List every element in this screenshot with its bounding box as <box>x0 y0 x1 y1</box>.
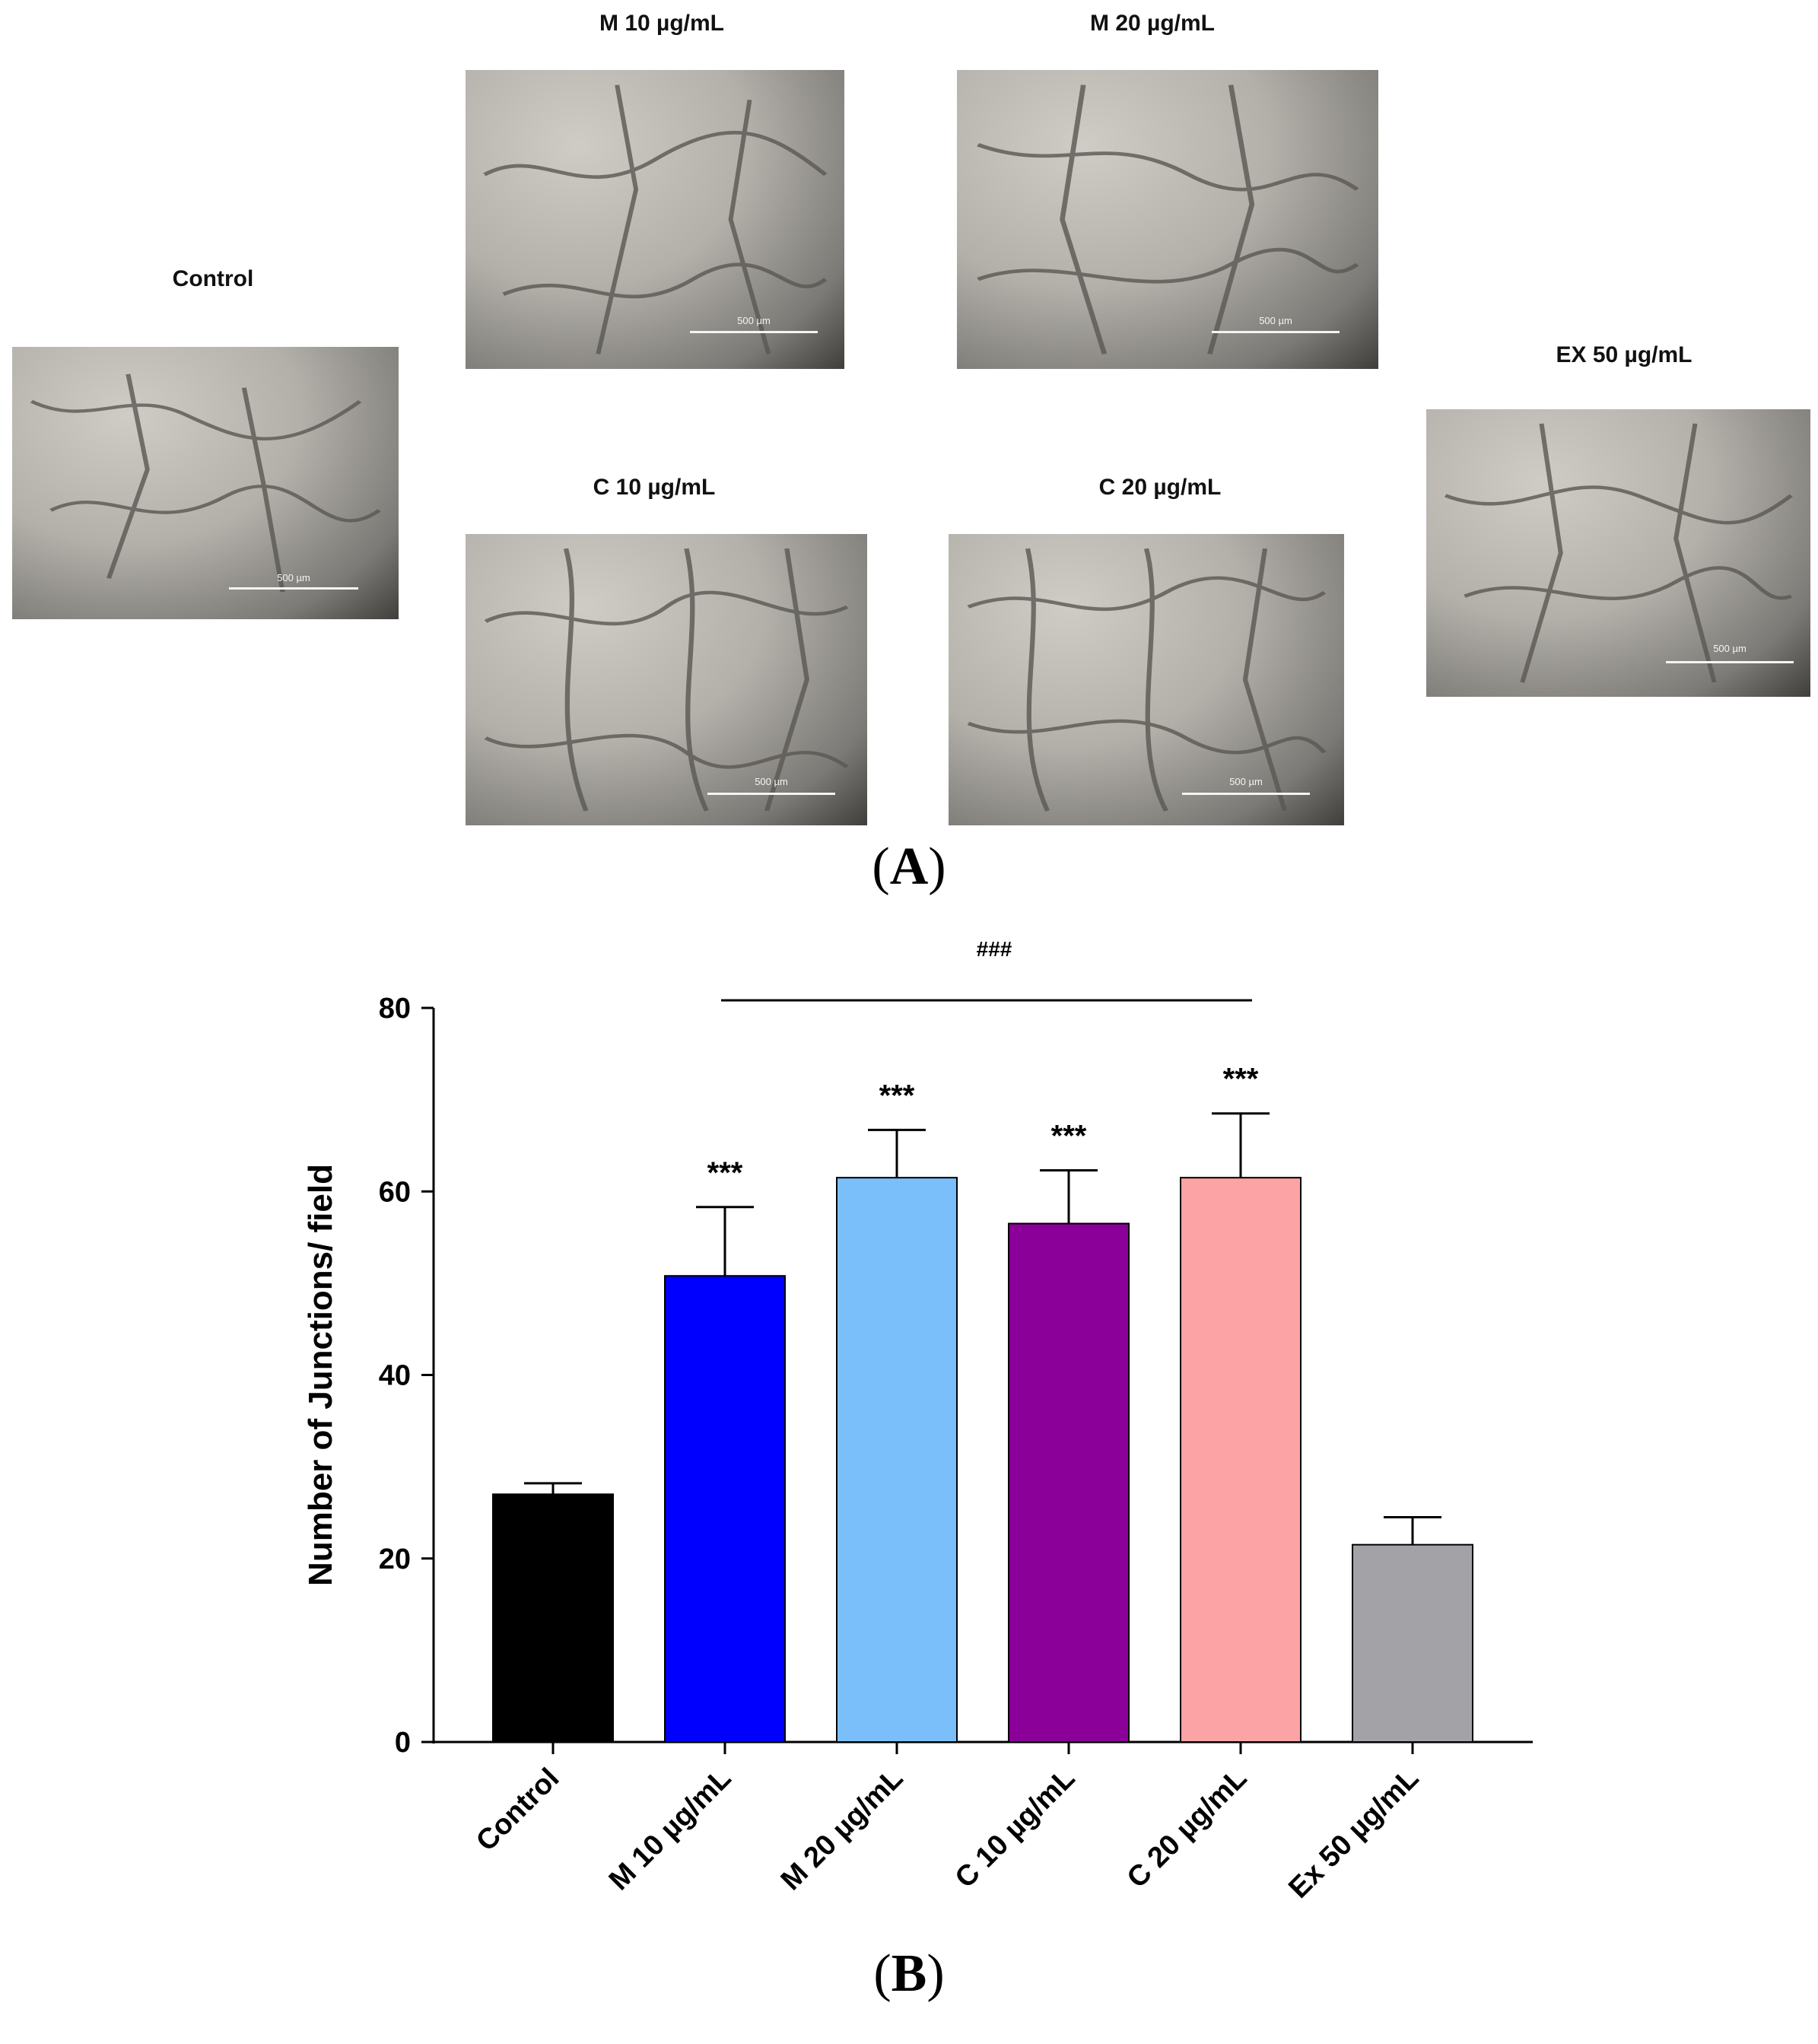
micrograph-m20: 500 µm <box>957 70 1378 369</box>
bar-2 <box>836 1177 958 1743</box>
significance-label-2: *** <box>879 1079 915 1112</box>
y-tick-label-80: 80 <box>379 993 411 1025</box>
panel-b-letter: B <box>891 1944 927 2003</box>
image-title-m10: M 10 µg/mL <box>599 11 724 36</box>
x-tick-label-2: M 20 µg/mL <box>775 1763 910 1897</box>
bar-0 <box>492 1493 614 1743</box>
y-tick-label-0: 0 <box>395 1727 411 1759</box>
micrograph-c20: 500 µm <box>949 534 1344 825</box>
micrograph-m10: 500 µm <box>466 70 844 369</box>
scale-label-ex50: 500 µm <box>1713 643 1746 654</box>
scale-label-m20: 500 µm <box>1259 315 1292 326</box>
panel-a-label: (A) <box>872 838 946 896</box>
scale-label-c10: 500 µm <box>755 776 788 787</box>
panel-b-label: (B) <box>873 1944 945 2003</box>
significance-label-1: *** <box>707 1156 743 1190</box>
bar-1 <box>664 1275 786 1744</box>
x-tick-label-4: C 20 µg/mL <box>1121 1763 1254 1895</box>
panel-a-letter: A <box>889 838 929 896</box>
scale-label-c20: 500 µm <box>1229 776 1263 787</box>
scale-label-m10: 500 µm <box>737 315 771 326</box>
image-title-c20: C 20 µg/mL <box>1098 475 1222 500</box>
y-tick-label-40: 40 <box>379 1360 411 1392</box>
image-title-ex50: EX 50 µg/mL <box>1556 342 1692 367</box>
bar-5 <box>1352 1543 1473 1743</box>
bar-3 <box>1008 1222 1130 1743</box>
scale-label-control: 500 µm <box>277 572 310 583</box>
micrograph-control: 500 µm <box>12 347 399 619</box>
image-title-control: Control <box>172 266 254 291</box>
significance-label-4: *** <box>1223 1063 1259 1096</box>
bracket-label: ### <box>977 937 1012 961</box>
significance-label-3: *** <box>1051 1120 1087 1153</box>
y-axis-label: Number of Junctions/ field <box>302 1164 339 1586</box>
image-title-c10: C 10 µg/mL <box>593 475 716 500</box>
x-tick-label-1: M 10 µg/mL <box>603 1763 738 1897</box>
micrograph-c10: 500 µm <box>466 534 867 825</box>
x-tick-label-0: Control <box>470 1763 565 1858</box>
bar-chart: 0 20 40 60 80 Number of Junctions/ field Contr… <box>302 937 1533 1905</box>
micrograph-ex50: 500 µm <box>1426 409 1810 697</box>
y-tick-label-20: 20 <box>379 1543 411 1575</box>
bar-4 <box>1180 1177 1302 1743</box>
x-tick-label-3: C 10 µg/mL <box>949 1763 1082 1895</box>
image-title-m20: M 20 µg/mL <box>1090 11 1215 36</box>
x-tick-label-5: Ex 50 µg/mL <box>1282 1763 1425 1905</box>
y-tick-label-60: 60 <box>379 1176 411 1208</box>
